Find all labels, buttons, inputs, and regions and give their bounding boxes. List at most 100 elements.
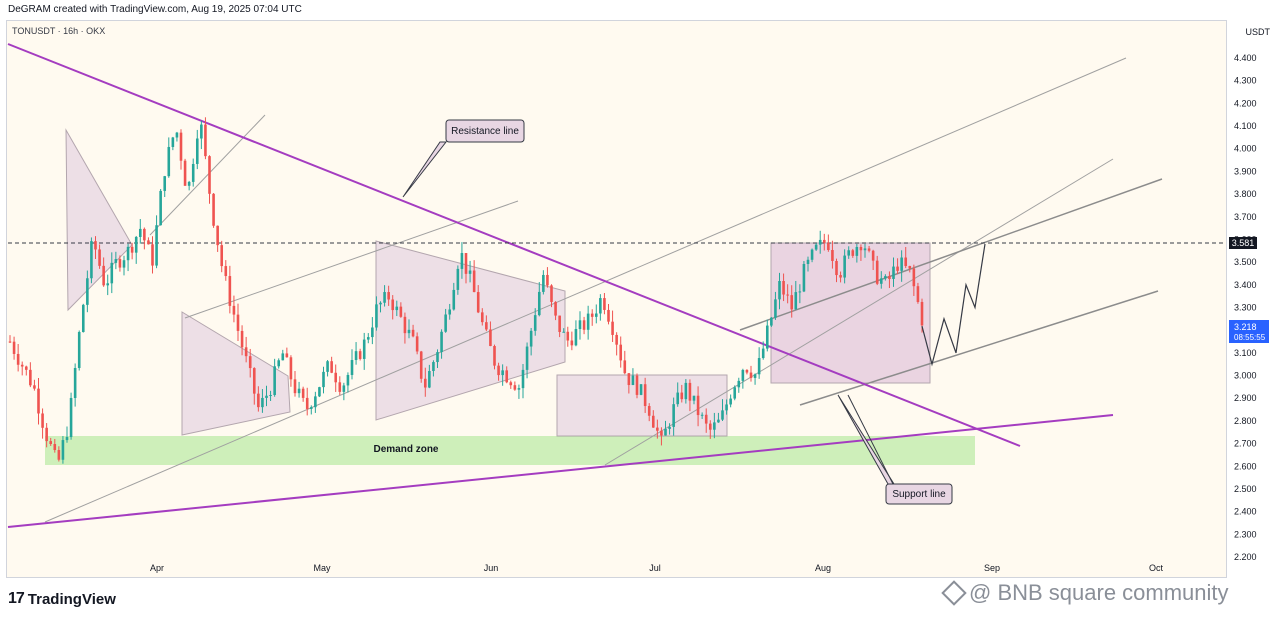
candle-body — [554, 301, 557, 316]
candle-body — [814, 244, 818, 250]
candle-body — [163, 176, 167, 191]
candle-body — [81, 304, 85, 333]
candle-body — [493, 346, 496, 366]
candle-body — [415, 336, 419, 352]
currency-label: USDT — [1245, 27, 1271, 37]
candle-body — [281, 353, 285, 361]
support-trendline — [7, 414, 1114, 528]
candle-body — [835, 260, 838, 276]
candle-body — [525, 346, 529, 370]
candle-body — [590, 313, 594, 317]
support-annotation: Support line — [837, 394, 953, 505]
candle-body — [704, 414, 708, 424]
candle-body — [664, 428, 667, 436]
candle-body — [619, 344, 623, 361]
time-ticks: Apr May Jun Jul Aug Sep Oct — [150, 563, 1164, 573]
y-tick-label: 4.200 — [1234, 98, 1257, 108]
candle-body — [472, 270, 476, 293]
tradingview-logo[interactable]: 17 TradingView — [8, 590, 116, 608]
candle-body — [550, 285, 553, 302]
chart-frame[interactable] — [6, 20, 1274, 578]
candle-body — [399, 306, 403, 317]
candle-body — [94, 241, 97, 250]
candle-body — [651, 415, 655, 428]
candle-body — [330, 361, 333, 373]
candle-body — [660, 430, 663, 436]
candle-body — [118, 259, 122, 268]
candle-body — [12, 341, 16, 354]
candle-body — [647, 406, 651, 416]
candle-body — [98, 249, 101, 266]
trend-lines — [7, 43, 1114, 528]
candle-body — [138, 228, 142, 237]
candle-body — [721, 410, 724, 420]
candle-body — [204, 124, 207, 157]
candle-body — [570, 340, 574, 346]
candle-body — [444, 314, 447, 332]
candle-body — [635, 375, 639, 395]
candle-body — [248, 356, 252, 369]
y-tick-label: 4.400 — [1234, 53, 1257, 63]
candle-body — [342, 385, 346, 392]
price-axis[interactable] — [1226, 20, 1274, 578]
candle-body — [770, 317, 773, 326]
candle-body — [69, 397, 73, 438]
candle-body — [631, 375, 635, 386]
marked-level-label: 3.581 — [1229, 237, 1257, 249]
candle-body — [228, 276, 232, 306]
candle-body — [29, 369, 32, 386]
candle-body — [232, 305, 236, 315]
candle-body — [566, 331, 570, 341]
candle-body — [611, 321, 614, 335]
channel-lines — [44, 57, 1163, 523]
candle-body — [558, 315, 561, 332]
candle-body — [191, 163, 195, 182]
candle-body — [277, 360, 281, 367]
candle-body — [741, 369, 745, 381]
candle-body — [603, 298, 606, 310]
y-tick-label: 3.300 — [1234, 303, 1257, 313]
current-price-value: 3.218 — [1234, 322, 1257, 332]
candle-body — [843, 255, 846, 278]
candles-group — [8, 117, 924, 464]
y-tick-label: 3.900 — [1234, 166, 1257, 176]
candle-body — [371, 327, 374, 338]
candle-body — [643, 384, 647, 407]
candle-body — [244, 347, 248, 357]
candle-body — [594, 313, 598, 317]
candle-body — [440, 331, 443, 353]
candle-body — [314, 396, 317, 408]
candle-body — [546, 274, 549, 286]
candle-body — [578, 320, 582, 330]
candle-body — [366, 337, 370, 340]
candle-body — [717, 419, 720, 423]
candle-body — [794, 292, 798, 310]
candle-body — [753, 374, 757, 378]
support-label: Support line — [892, 489, 946, 500]
candle-body — [90, 241, 93, 279]
candle-body — [195, 138, 199, 164]
candle-body — [700, 414, 704, 416]
candle-body — [497, 365, 500, 376]
candle-body — [798, 291, 802, 293]
candle-body — [867, 248, 871, 251]
candle-body — [676, 392, 680, 405]
candle-body — [912, 268, 916, 287]
chart-caption: DeGRAM created with TradingView.com, Aug… — [8, 4, 302, 15]
resistance-annotation: Resistance line — [402, 119, 525, 198]
demand-label: Demand zone — [373, 444, 438, 455]
candle-body — [529, 330, 533, 347]
candle-body — [309, 407, 313, 409]
candle-body — [151, 244, 154, 266]
candle-body — [517, 388, 521, 390]
candle-body — [391, 299, 395, 311]
candle-body — [582, 320, 586, 330]
candle-body — [501, 370, 504, 376]
candle-body — [114, 259, 118, 263]
candle-body — [680, 392, 684, 400]
watermark-diamond-icon — [941, 580, 967, 606]
countdown-value: 08:55:55 — [1234, 333, 1266, 342]
candle-body — [696, 395, 700, 416]
tradingview-logo-icon: 17 — [8, 590, 25, 607]
